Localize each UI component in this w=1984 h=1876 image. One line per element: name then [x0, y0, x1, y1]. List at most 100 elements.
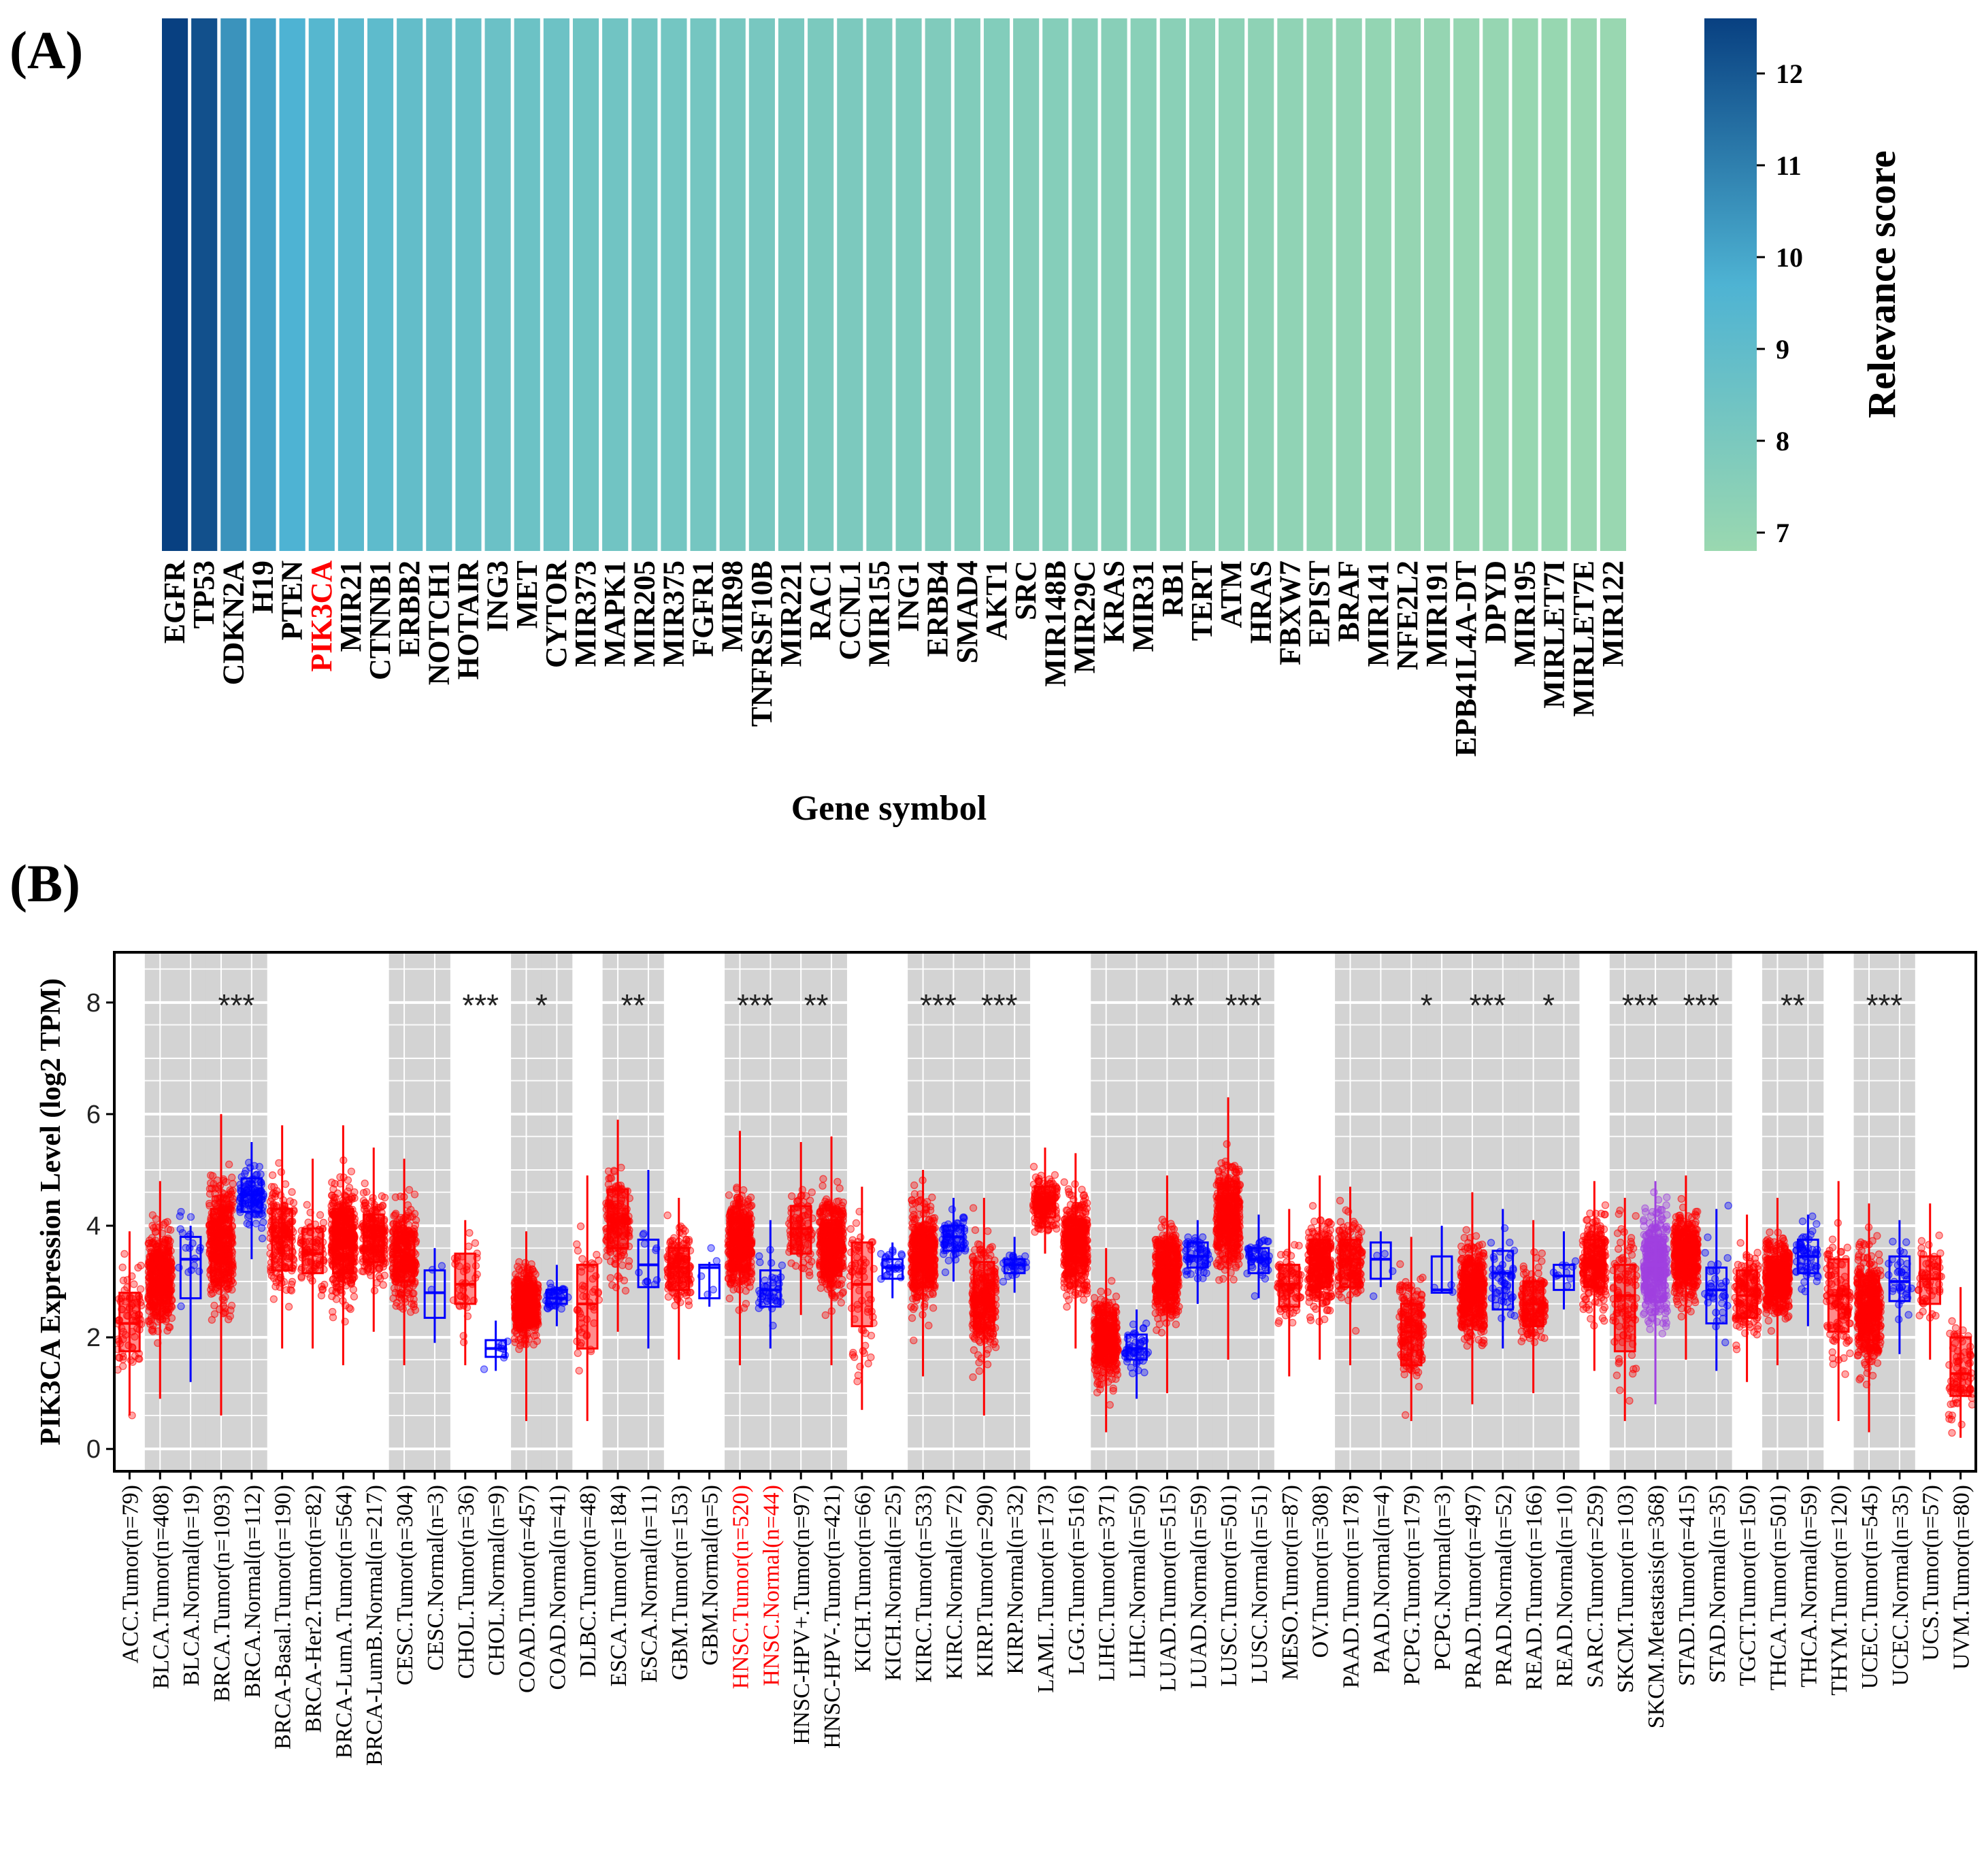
colorbar-tick-label: 7	[1776, 518, 1789, 548]
box	[821, 1220, 842, 1276]
heatmap-cell-mir29c	[1072, 18, 1097, 551]
heatmap-cell-mir195	[1512, 18, 1538, 551]
data-point	[619, 1262, 626, 1269]
data-point	[208, 1316, 215, 1323]
gene-label: CYTOR	[540, 560, 573, 668]
data-point	[757, 1259, 763, 1266]
data-point	[713, 1258, 720, 1264]
gene-label: NFE2L2	[1391, 560, 1424, 670]
data-point	[393, 1299, 400, 1306]
data-point	[149, 1211, 156, 1218]
data-point	[853, 1220, 859, 1226]
heatmap-cell-mapk1	[602, 18, 628, 551]
data-point	[622, 1288, 629, 1294]
data-point	[727, 1281, 734, 1288]
data-point	[806, 1262, 813, 1269]
data-point	[793, 1262, 799, 1269]
data-point	[392, 1194, 399, 1201]
data-point	[529, 1266, 535, 1273]
data-point	[847, 1226, 854, 1233]
data-point	[544, 1305, 551, 1312]
heatmap-cell-cdkn2a	[220, 18, 246, 551]
data-point	[223, 1284, 230, 1290]
heatmap-cell-mir373	[573, 18, 599, 551]
gene-label: MIR31	[1127, 560, 1160, 652]
data-point	[178, 1303, 184, 1309]
data-point	[225, 1316, 232, 1323]
box	[272, 1209, 293, 1270]
data-point	[746, 1284, 753, 1290]
data-point	[229, 1180, 236, 1187]
box-group	[664, 1198, 694, 1360]
gene-label: CDKN2A	[216, 560, 250, 686]
data-point	[276, 1276, 282, 1283]
gene-label: CTNNB1	[363, 560, 397, 680]
box-group	[328, 1125, 359, 1365]
heatmap-cell-mir122	[1600, 18, 1626, 551]
gene-label: PTEN	[276, 560, 309, 641]
data-point	[608, 1175, 615, 1182]
gene-label: EGFR	[158, 560, 191, 643]
heatmap-cell-rb1	[1160, 18, 1186, 551]
gene-label: MIR98	[716, 560, 749, 652]
data-point	[222, 1179, 229, 1186]
data-point	[710, 1286, 716, 1293]
data-point	[408, 1206, 414, 1213]
box	[608, 1190, 628, 1248]
gene-label: ERBB4	[921, 560, 955, 657]
data-point	[146, 1245, 153, 1252]
gene-label: BRAF	[1332, 560, 1366, 642]
data-point	[530, 1276, 537, 1283]
heatmap-cell-mir205	[631, 18, 657, 551]
heatmap-cell-kras	[1101, 18, 1127, 551]
gene-label: ING1	[892, 560, 925, 632]
data-point	[680, 1226, 687, 1233]
data-point	[930, 1305, 937, 1311]
data-point	[361, 1180, 368, 1187]
gene-label: KRAS	[1097, 560, 1131, 643]
data-point	[260, 1219, 267, 1226]
data-point	[808, 1189, 815, 1196]
gene-label: HOTAIR	[451, 560, 484, 680]
gene-label: MIR21	[334, 560, 367, 652]
box-group	[114, 1231, 145, 1419]
box	[120, 1292, 140, 1351]
heatmap-cell-met	[514, 18, 540, 551]
data-point	[789, 1193, 795, 1200]
data-point	[226, 1161, 233, 1168]
gene-label: PIK3CA	[305, 560, 338, 672]
data-point	[834, 1178, 841, 1185]
box	[211, 1209, 231, 1282]
data-point	[208, 1286, 214, 1293]
box	[669, 1248, 689, 1290]
data-point	[330, 1186, 337, 1192]
heatmap-cell-epist	[1306, 18, 1332, 551]
data-point	[884, 1271, 891, 1278]
data-point	[121, 1250, 128, 1257]
gene-label: EPB41L4A-DT	[1449, 560, 1483, 756]
data-point	[210, 1173, 216, 1179]
data-point	[686, 1237, 693, 1243]
colorbar-tick-label: 9	[1776, 334, 1789, 365]
heatmap-cell-fgfr1	[691, 18, 716, 551]
box	[516, 1284, 537, 1326]
data-point	[823, 1203, 829, 1209]
data-point	[119, 1264, 126, 1271]
heatmap-cell-mir141	[1366, 18, 1391, 551]
gene-label: HRAS	[1244, 560, 1277, 643]
gene-label: DPYD	[1478, 560, 1512, 643]
data-point	[836, 1198, 842, 1205]
box-group	[878, 1243, 906, 1299]
data-point	[911, 1190, 918, 1197]
data-point	[916, 1205, 923, 1211]
data-point	[742, 1275, 749, 1282]
heatmap-cell-akt1	[984, 18, 1010, 551]
data-point	[472, 1240, 478, 1247]
box	[303, 1228, 323, 1273]
heatmap-cell-notch1	[426, 18, 452, 551]
heatmap-cell-mir98	[720, 18, 746, 551]
colorbar-title: Relevance score	[1859, 150, 1904, 418]
gene-label: ATM	[1214, 560, 1248, 628]
gene-label: ERBB2	[393, 560, 426, 657]
